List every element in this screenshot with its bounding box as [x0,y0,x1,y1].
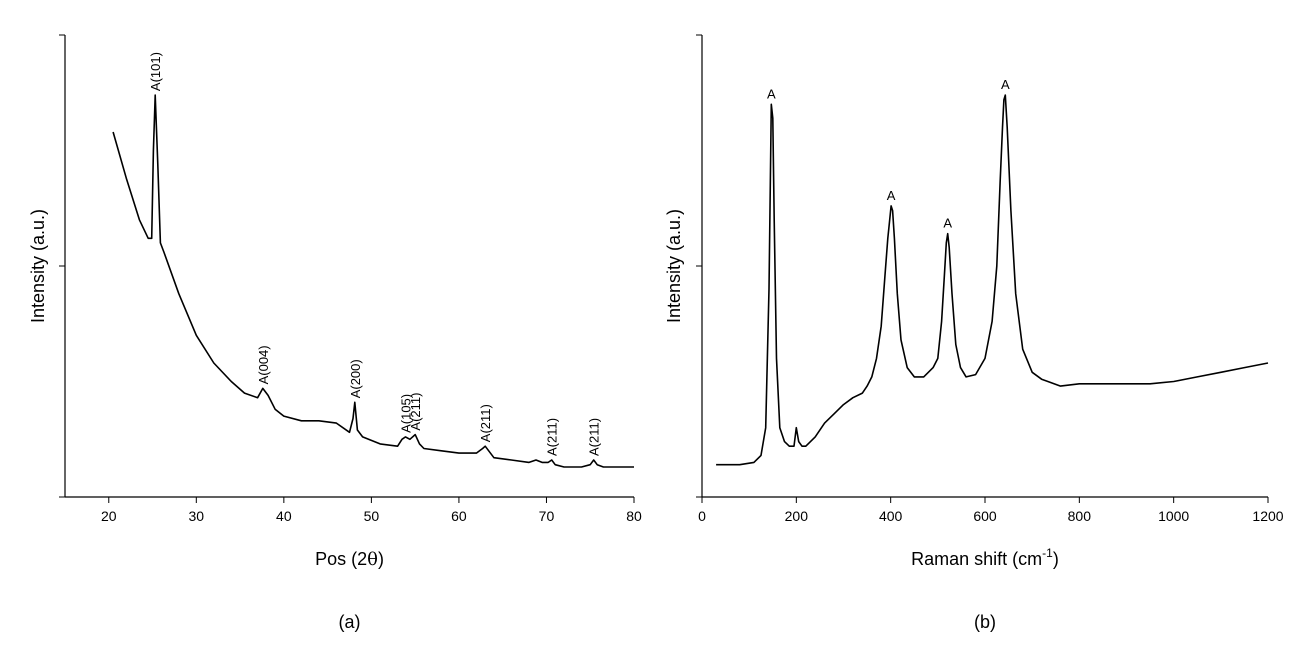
raman-chart: 0 200 400 600 800 1000 1200 A A A A Raman shift (… [664,34,1284,632]
panel-label-b: (b) [974,612,996,632]
x-tick-label: 50 [364,508,380,524]
x-tick-label: 70 [539,508,555,524]
xrd-x-ticks: 20 30 40 50 60 70 80 [101,497,642,524]
x-tick-label: 40 [276,508,292,524]
xrd-pattern-line [112,94,634,468]
peak-label: A(004) [256,345,271,384]
peak-label: A(211) [408,393,423,431]
peak-label: A [943,216,952,231]
x-tick-label: 20 [101,508,117,524]
raman-x-axis-label: Raman shift (cm-1) [911,546,1059,569]
peak-label: A(200) [348,359,363,398]
x-tick-label: 0 [698,508,706,524]
xrd-x-axis-label: Pos (2θ) [315,549,384,570]
x-tick-label: 30 [189,508,205,524]
x-tick-label: 1000 [1158,508,1189,524]
raman-y-axis-label: Intensity (a.u.) [664,209,684,323]
peak-label: A(211) [545,418,560,456]
x-tick-label: 400 [879,508,903,524]
x-tick-label: 1200 [1252,508,1283,524]
peak-label: A [1001,77,1010,92]
peak-label: A(101) [148,52,163,91]
x-tick-label: 80 [626,508,642,524]
x-tick-label: 800 [1068,508,1092,524]
raman-spectrum-line [716,94,1269,466]
raman-peak-labels: A A A A [767,77,1010,231]
xrd-y-axis-label: Intensity (a.u.) [28,209,48,323]
peak-label: A(211) [587,418,602,456]
xrd-chart: 20 30 40 50 60 70 80 A(101)A(004) A(200)A(105)A… [28,34,642,632]
x-tick-label: 600 [973,508,997,524]
x-tick-label: 60 [451,508,467,524]
xrd-y-ticks [59,34,65,498]
raman-x-ticks: 0 200 400 600 800 1000 1200 [698,497,1284,524]
raman-y-ticks [696,34,702,498]
peak-label: A [887,188,896,203]
peak-label: A [767,86,776,101]
peak-label: A(211) [478,404,493,442]
panel-label-a: (a) [339,612,361,632]
x-tick-label: 200 [785,508,809,524]
peak-label: A(105) [399,394,414,433]
xrd-peak-labels: A(101)A(004) A(200)A(105)A(211) A(211) A(21… [148,52,602,456]
